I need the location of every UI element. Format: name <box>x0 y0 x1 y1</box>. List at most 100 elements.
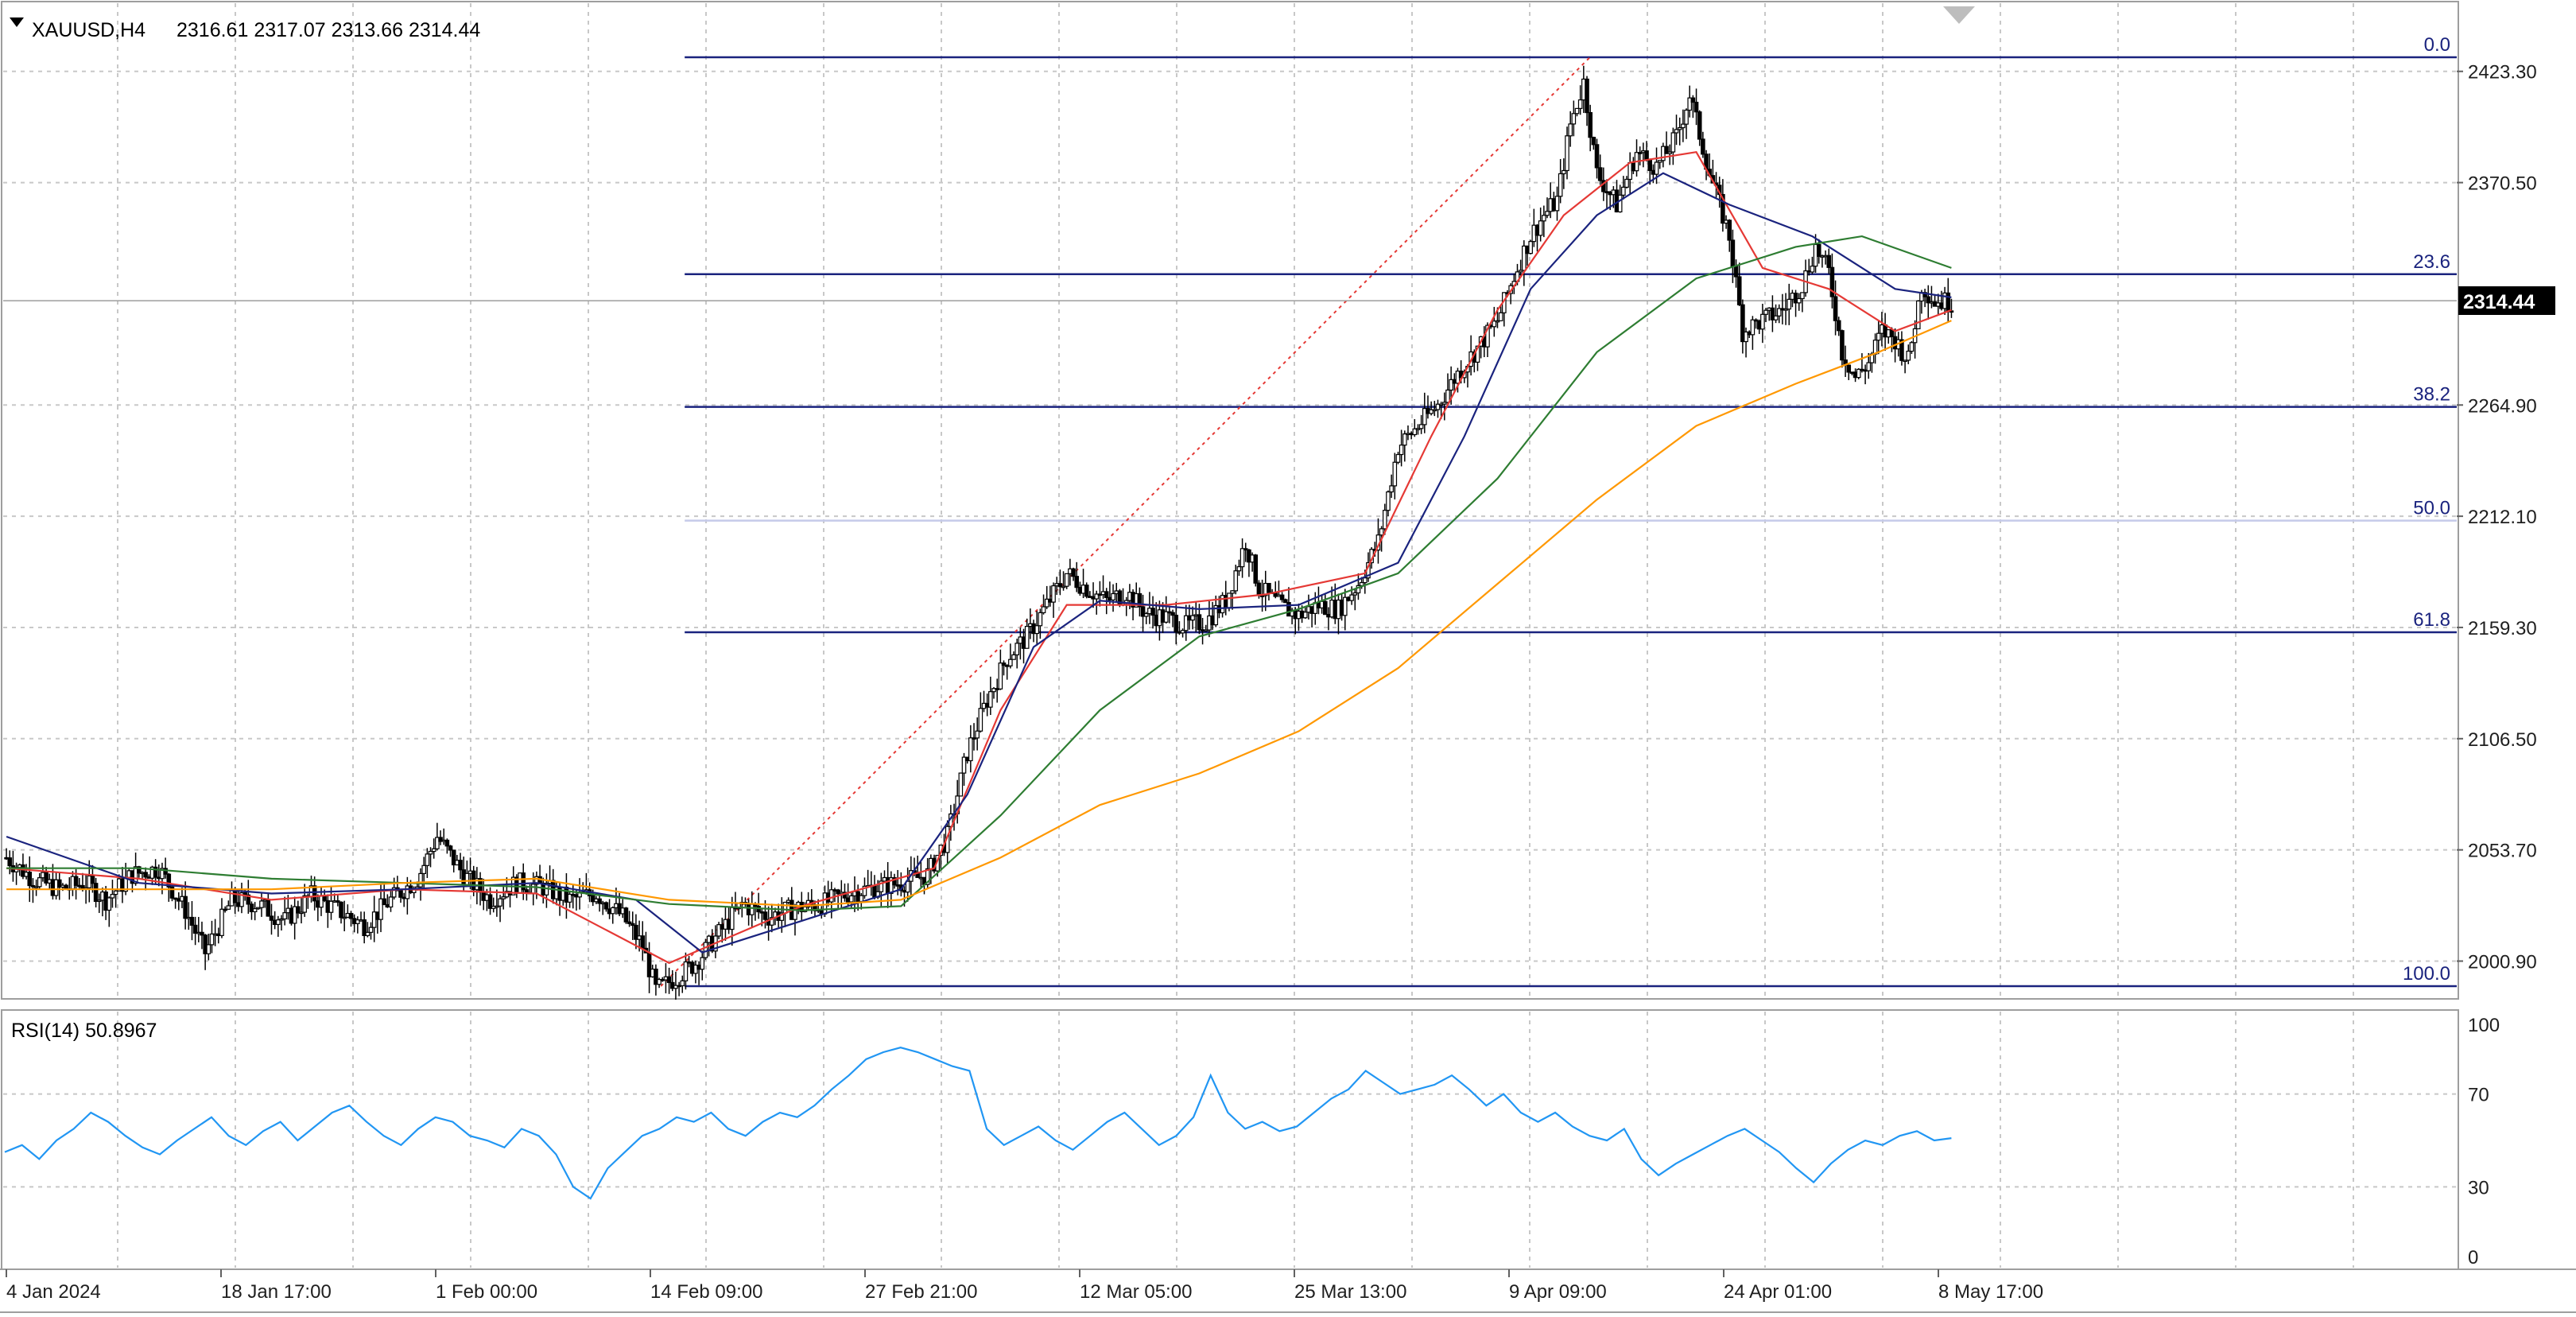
candle-body <box>1776 308 1782 317</box>
candle-body <box>448 845 453 851</box>
candle-body <box>259 900 264 908</box>
candle-body <box>1574 107 1580 115</box>
candle-body <box>438 837 443 842</box>
candle-body <box>1545 211 1550 216</box>
candle-body <box>256 907 261 910</box>
candle-body <box>1594 144 1600 169</box>
candle-body <box>1197 614 1202 631</box>
candle-body <box>1744 331 1748 343</box>
candle-body <box>1800 292 1805 300</box>
candle-body <box>1733 266 1739 278</box>
candle-body <box>779 912 785 921</box>
candle-body <box>1140 606 1146 617</box>
candle-body <box>464 872 470 886</box>
time-axis-label: 4 Jan 2024 <box>6 1281 101 1303</box>
candle-body <box>1117 590 1123 605</box>
candle-body <box>1008 658 1013 666</box>
symbol-dropdown-icon[interactable] <box>10 17 24 27</box>
candle-body <box>1322 600 1328 616</box>
candle-body <box>925 868 930 885</box>
candle-body <box>1621 186 1626 196</box>
candle-body <box>107 897 112 911</box>
candle-body <box>958 772 964 797</box>
rsi-line <box>4 1047 1952 1200</box>
candle-body <box>169 886 175 899</box>
candle-body <box>368 927 374 933</box>
fib-level-label: 50.0 <box>2413 498 2450 519</box>
candle-body <box>1302 612 1308 619</box>
candle-body <box>1760 313 1765 330</box>
candle-body <box>232 889 238 903</box>
candle-body <box>762 911 768 920</box>
candle-body <box>859 895 864 903</box>
candle-body <box>1399 445 1404 456</box>
candle-body <box>252 908 258 912</box>
candle-body <box>1044 598 1049 608</box>
candle-body <box>1899 339 1904 361</box>
candle-body <box>1084 585 1089 597</box>
candle-body <box>189 916 195 927</box>
candle-body <box>362 919 367 937</box>
candle-body <box>1876 332 1881 341</box>
symbol-label: XAUUSD,H4 <box>32 19 145 41</box>
candle-body <box>1750 319 1755 336</box>
candle-body <box>1624 178 1629 188</box>
candle-body <box>680 980 685 987</box>
candle-body <box>1382 510 1387 530</box>
candle-body <box>1826 254 1832 268</box>
candle-body <box>623 907 629 923</box>
candle-body <box>1203 629 1208 632</box>
candle-body <box>1342 596 1348 616</box>
price-axis-label: 2000.90 <box>2468 951 2537 973</box>
candle-body <box>1684 109 1689 125</box>
candle-body <box>1282 599 1288 604</box>
candle-body <box>654 968 658 985</box>
candle-body <box>1565 135 1569 172</box>
candle-body <box>328 900 334 913</box>
candle-body <box>1356 585 1361 594</box>
candle-body <box>1150 608 1155 616</box>
candle-body <box>1793 293 1798 304</box>
candle-body <box>1230 590 1235 594</box>
candle-body <box>312 885 317 902</box>
fib-level-label: 61.8 <box>2413 609 2450 631</box>
candle-body <box>849 895 854 903</box>
candle-body <box>1024 626 1030 649</box>
candle-body <box>378 898 383 920</box>
candle-body <box>1687 97 1693 111</box>
rsi-axis-label: 0 <box>2468 1247 2478 1268</box>
candle-body <box>276 919 281 926</box>
chart-shift-marker-icon[interactable] <box>1943 6 1975 24</box>
candle-body <box>729 907 735 930</box>
candle-body <box>1014 643 1019 656</box>
candle-body <box>73 876 79 886</box>
candle-body <box>889 877 894 895</box>
candle-body <box>1041 606 1046 614</box>
candle-body <box>302 895 307 913</box>
candle-body <box>1657 160 1662 163</box>
price-axis-label: 2370.50 <box>2468 173 2537 195</box>
candle-body <box>1542 215 1546 222</box>
candle-body <box>716 924 721 937</box>
candle-body <box>1909 342 1915 352</box>
moving-average-line <box>6 320 1952 907</box>
candle-body <box>1412 428 1418 436</box>
candle-body <box>1402 433 1407 446</box>
candle-body <box>1011 654 1016 660</box>
candle-body <box>1528 241 1533 254</box>
candle-body <box>501 896 506 899</box>
candle-body <box>1816 243 1821 257</box>
candle-body <box>1418 424 1424 429</box>
time-axis-label: 1 Feb 00:00 <box>436 1281 537 1303</box>
rsi-header-label: RSI(14) 50.8967 <box>11 1020 157 1042</box>
candle-body <box>1787 298 1792 310</box>
fib-level-label: 38.2 <box>2413 384 2450 406</box>
candle-body <box>27 872 33 887</box>
candle-body <box>398 890 403 898</box>
candle-body <box>355 919 360 924</box>
candle-body <box>666 976 672 984</box>
candle-body <box>1442 402 1447 405</box>
candle-body <box>703 942 708 958</box>
candle-body <box>597 898 602 904</box>
candle-body <box>269 915 274 921</box>
